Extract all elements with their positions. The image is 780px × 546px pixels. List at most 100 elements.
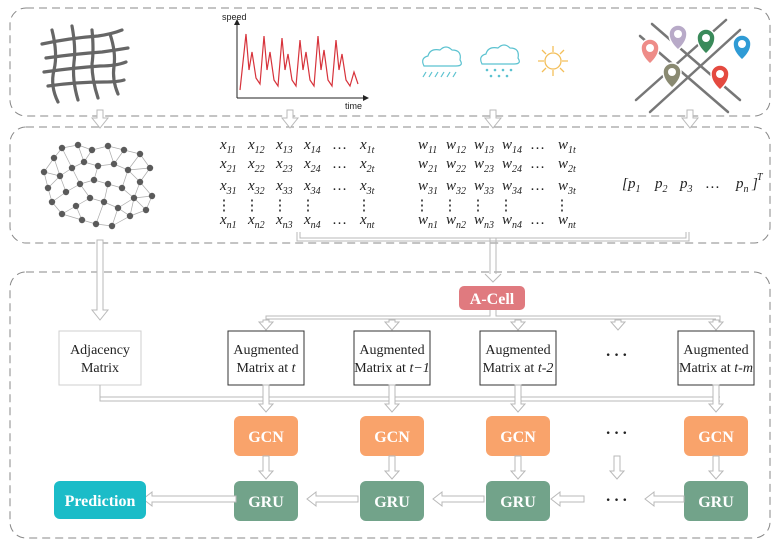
graph-node bbox=[92, 220, 100, 228]
acell-node: A-Cell bbox=[459, 286, 525, 310]
augmented-line1: Augmented bbox=[233, 343, 298, 358]
graph-node bbox=[108, 222, 116, 230]
graph-node bbox=[40, 168, 48, 176]
aug-to-gcn-arrows bbox=[257, 384, 725, 413]
graph-node bbox=[86, 194, 94, 202]
augmented-matrix-box: Augmented Matrix at t bbox=[227, 330, 305, 386]
augmented-matrix-box: Augmented Matrix at t-2 bbox=[479, 330, 557, 386]
graph-node bbox=[136, 178, 144, 186]
graph-node bbox=[146, 164, 154, 172]
matrix-cell: w24 bbox=[502, 156, 522, 175]
augmented-line2: Matrix at t bbox=[236, 361, 296, 376]
matrix-vdots: ⋮ bbox=[217, 198, 232, 214]
augmented-matrix-box: Augmented Matrix at t−1 bbox=[353, 330, 431, 386]
gcn-node: GCN bbox=[684, 416, 748, 456]
graph-node bbox=[44, 184, 52, 192]
matrix-cell: w3t bbox=[558, 178, 576, 197]
graph-node bbox=[72, 202, 80, 210]
gru-label: GRU bbox=[698, 494, 734, 511]
graph-node bbox=[124, 166, 132, 174]
poi-ellipsis: … bbox=[706, 176, 719, 192]
weather-matrix: w11 w12 w13 w14 w1t … w21 w22 w23 w24 w2t … w31 w32 w3… bbox=[415, 137, 577, 231]
matrix-cell: x3t bbox=[359, 178, 375, 197]
gcn-label: GCN bbox=[500, 429, 536, 446]
speed-axis-label: speed bbox=[222, 12, 247, 22]
graph-node bbox=[48, 198, 56, 206]
matrix-cell: x32 bbox=[247, 178, 265, 197]
input-panel bbox=[9, 7, 771, 117]
matrix-vdots: ⋮ bbox=[301, 198, 316, 214]
matrix-cell: w2t bbox=[558, 156, 576, 175]
matrix-cell: xn4 bbox=[303, 212, 321, 231]
matrix-vdots: ⋮ bbox=[273, 198, 288, 214]
matrix-cell: xnt bbox=[359, 212, 375, 231]
gcn-to-gru-arrows bbox=[257, 455, 725, 480]
gru-label: GRU bbox=[248, 494, 284, 511]
graph-node bbox=[120, 146, 128, 154]
graph-node bbox=[88, 146, 96, 154]
matrix-cell: w33 bbox=[474, 178, 494, 197]
matrix-cell: xn2 bbox=[247, 212, 265, 231]
augmented-ellipsis: ··· bbox=[605, 342, 630, 367]
speed-matrix: x11 x12 x13 x14 x1t … x21 x22 x23 x24 x2t … x31 x32 x3… bbox=[217, 137, 375, 231]
representation-panel bbox=[9, 126, 771, 244]
matrix-cell: x22 bbox=[247, 156, 265, 175]
matrix-cell: w1t bbox=[558, 137, 576, 156]
gcn-node: GCN bbox=[360, 416, 424, 456]
matrix-vdots: ⋮ bbox=[555, 198, 570, 214]
graph-node bbox=[130, 194, 138, 202]
matrix-cell: x24 bbox=[303, 156, 321, 175]
matrix-cell: wn1 bbox=[418, 212, 438, 231]
acell-distribution-connector bbox=[265, 310, 721, 324]
poi-element: pn bbox=[735, 176, 749, 195]
poi-element: p1 bbox=[627, 176, 641, 195]
graph-node bbox=[100, 198, 108, 206]
speed-series-line bbox=[239, 33, 359, 91]
graph-node bbox=[90, 176, 98, 184]
matrix-cell: xn3 bbox=[275, 212, 293, 231]
matrix-vdots: ⋮ bbox=[499, 198, 514, 214]
graph-node bbox=[68, 164, 76, 172]
gru-layer: GRU GRU GRU GRU bbox=[234, 481, 748, 521]
gcn-ellipsis: ··· bbox=[605, 420, 630, 445]
graph-node bbox=[104, 142, 112, 150]
poi-element: p3 bbox=[679, 176, 693, 195]
graph-node bbox=[114, 204, 122, 212]
matrix-vdots: ⋮ bbox=[357, 198, 372, 214]
transpose-mark: T bbox=[757, 172, 764, 183]
matrix-cell: x34 bbox=[303, 178, 321, 197]
graph-node bbox=[118, 184, 126, 192]
snow-cloud-icon bbox=[480, 44, 520, 78]
matrix-cell: w23 bbox=[474, 156, 494, 175]
augmented-line1: Augmented bbox=[359, 343, 424, 358]
matrix-cell: x11 bbox=[219, 137, 236, 156]
gcn-label: GCN bbox=[374, 429, 410, 446]
matrix-cell: x12 bbox=[247, 137, 265, 156]
matrix-cell: w34 bbox=[502, 178, 522, 197]
graph-node bbox=[142, 206, 150, 214]
matrix-cell: x21 bbox=[219, 156, 237, 175]
matrix-cell: wn4 bbox=[502, 212, 522, 231]
graph-node bbox=[136, 150, 144, 158]
matrix-cell: x14 bbox=[303, 137, 321, 156]
acell-label: A-Cell bbox=[470, 291, 515, 308]
gcn-layer: GCN GCN GCN GCN bbox=[234, 416, 748, 456]
graph-edge bbox=[61, 147, 73, 169]
rain-cloud-icon bbox=[422, 46, 462, 78]
gru-node: GRU bbox=[486, 481, 550, 521]
adjacency-to-gcn-connector bbox=[99, 385, 720, 402]
matrix-cell: w14 bbox=[502, 137, 522, 156]
matrix-ellipsis: … bbox=[332, 178, 347, 194]
gcn-label: GCN bbox=[248, 429, 284, 446]
augmented-matrix-box: Augmented Matrix at t-m bbox=[677, 330, 755, 386]
augmented-line1: Augmented bbox=[683, 343, 748, 358]
graph-node bbox=[58, 144, 66, 152]
graph-network-icon bbox=[40, 141, 156, 230]
matrix-cell: x33 bbox=[275, 178, 293, 197]
matrix-ellipsis: … bbox=[332, 156, 347, 172]
model-panel bbox=[9, 271, 771, 539]
matrix-ellipsis: … bbox=[530, 178, 545, 194]
graph-edge bbox=[95, 201, 105, 225]
matrix-cell: xn1 bbox=[219, 212, 237, 231]
